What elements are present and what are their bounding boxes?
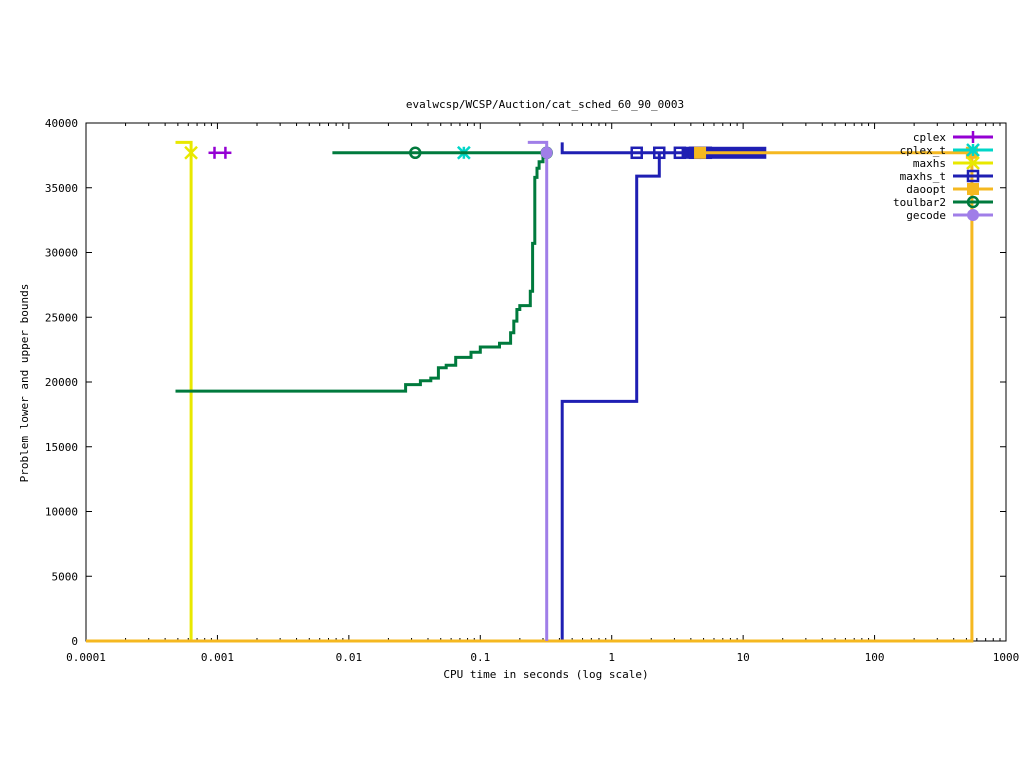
chart-title: evalwcsp/WCSP/Auction/cat_sched_60_90_00…	[406, 98, 684, 111]
series-toulbar2-marker	[408, 146, 422, 160]
series-gecode-marker	[540, 146, 553, 159]
legend-marker	[967, 183, 979, 195]
legend: cplexcplex_tmaxhsmaxhs_tdaoopttoulbar2ge…	[893, 131, 993, 222]
legend-marker	[966, 195, 980, 209]
y-tick-label: 25000	[45, 311, 78, 324]
legend-item-daoopt: daoopt	[906, 183, 993, 196]
legend-item-toulbar2: toulbar2	[893, 195, 993, 209]
x-tick-label: 1000	[993, 651, 1020, 664]
y-tick-label: 40000	[45, 117, 78, 130]
y-axis-label: Problem lower and upper bounds	[18, 284, 31, 483]
legend-label: gecode	[906, 209, 946, 222]
legend-item-gecode: gecode	[906, 209, 993, 222]
x-tick-label: 1	[608, 651, 615, 664]
y-tick-label: 15000	[45, 441, 78, 454]
legend-marker	[966, 169, 980, 183]
y-tick-label: 35000	[45, 182, 78, 195]
y-tick-label: 30000	[45, 247, 78, 260]
y-tick-label: 10000	[45, 506, 78, 519]
series-cplex-marker	[219, 146, 232, 159]
series-maxhs-t-lower-bound	[86, 152, 661, 643]
x-tick-label: 10	[737, 651, 750, 664]
series-maxhs-t-marker	[630, 146, 643, 160]
legend-label: daoopt	[906, 183, 946, 196]
legend-label: toulbar2	[893, 196, 946, 209]
legend-item-cplex-t: cplex_t	[900, 143, 993, 157]
axis-ticks: 0.0001 0.001 0.01 0.1 1 10 100 1000050001000015…	[45, 117, 1019, 664]
x-tick-label: 0.01	[336, 651, 363, 664]
legend-marker	[967, 131, 979, 143]
series-daoopt-lower-bound	[86, 152, 974, 643]
x-axis-label: CPU time in seconds (log scale)	[443, 668, 648, 681]
legend-label: maxhs	[913, 157, 946, 170]
x-tick-label: 100	[865, 651, 885, 664]
series-maxhs-marker	[184, 145, 198, 160]
legend-label: cplex	[913, 131, 946, 144]
x-tick-label: 0.1	[470, 651, 490, 664]
legend-label: maxhs_t	[900, 170, 946, 183]
x-tick-label: 0.001	[201, 651, 234, 664]
y-tick-label: 0	[71, 635, 78, 648]
series-layer	[86, 140, 978, 643]
legend-label: cplex_t	[900, 144, 946, 157]
y-tick-label: 20000	[45, 376, 78, 389]
legend-marker	[966, 156, 980, 170]
legend-item-cplex: cplex	[913, 131, 993, 144]
series-maxhs-t-marker	[653, 146, 666, 160]
y-tick-label: 5000	[52, 570, 79, 583]
series-maxhs-t-marker	[673, 146, 687, 160]
legend-item-maxhs: maxhs	[913, 156, 993, 170]
series-cplex-marker	[208, 146, 221, 159]
x-tick-label: 0.0001	[66, 651, 106, 664]
series-toulbar2-lower-bound	[175, 152, 545, 393]
legend-marker	[967, 209, 979, 221]
legend-marker	[966, 143, 980, 157]
series-daoopt-marker	[694, 146, 707, 159]
legend-item-maxhs-t: maxhs_t	[900, 169, 993, 183]
